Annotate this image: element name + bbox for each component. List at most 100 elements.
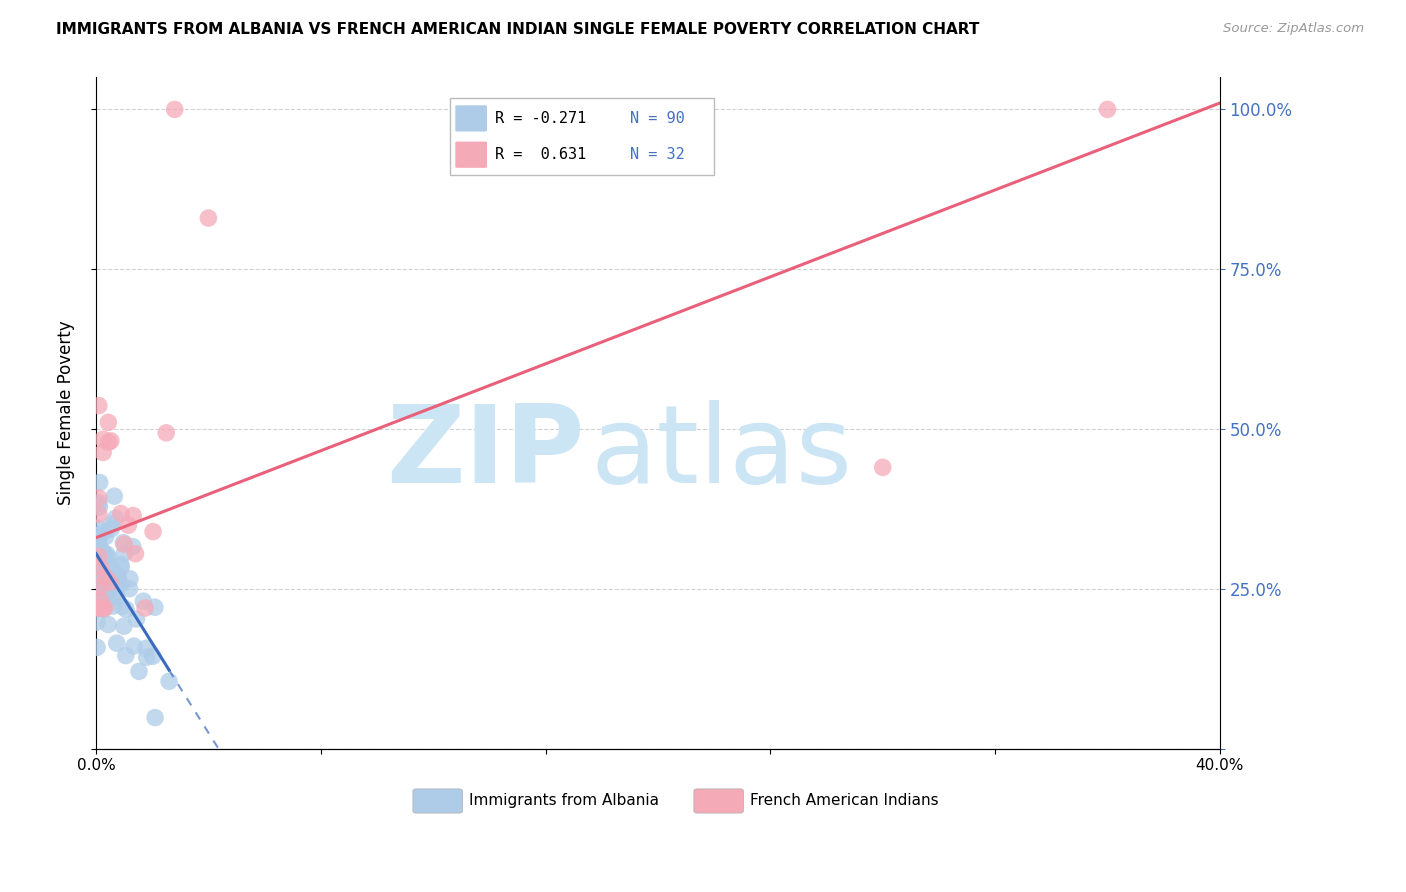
Point (97, 435, 120, 450)
Point (86, 544, 108, 558)
Point (134, 601, 156, 615)
Point (89, 580, 111, 594)
Point (122, 508, 145, 523)
Point (90, 601, 112, 615)
Point (118, 572, 141, 586)
Point (86, 539, 108, 553)
Point (105, 636, 128, 650)
Point (90, 552, 112, 566)
Point (89, 566, 111, 581)
Point (87, 552, 110, 566)
Point (142, 649, 165, 664)
Point (97, 556, 120, 570)
Point (91, 549, 114, 563)
Point (111, 599, 134, 614)
Point (110, 558, 132, 572)
Point (87, 601, 110, 615)
Point (91, 581, 114, 595)
Point (89, 500, 111, 514)
Point (91, 564, 114, 578)
Point (132, 594, 155, 608)
Point (872, 460, 894, 475)
Point (112, 537, 135, 551)
Point (101, 591, 124, 605)
Point (110, 507, 132, 521)
Point (90, 544, 112, 558)
Point (89, 592, 111, 607)
Point (86, 536, 108, 550)
Point (93, 602, 115, 616)
Point (98, 569, 121, 583)
Point (115, 602, 138, 616)
Point (112, 535, 135, 549)
Point (100, 434, 122, 448)
Point (96, 567, 118, 582)
Point (87, 399, 110, 413)
Text: Source: ZipAtlas.com: Source: ZipAtlas.com (1223, 22, 1364, 36)
Point (105, 591, 128, 605)
Point (100, 568, 122, 582)
Point (93, 547, 115, 561)
Point (110, 577, 132, 591)
Point (86, 599, 108, 613)
Point (97, 584, 120, 599)
Point (110, 560, 132, 574)
Point (107, 572, 129, 586)
Point (100, 517, 122, 532)
Point (87, 535, 110, 549)
Text: ZIP: ZIP (387, 401, 585, 507)
Point (122, 639, 145, 653)
Point (87, 541, 110, 555)
Point (91, 601, 114, 615)
FancyBboxPatch shape (413, 789, 463, 813)
Point (86, 576, 108, 591)
Point (124, 547, 146, 561)
Point (1097, 103, 1119, 117)
Point (163, 103, 186, 117)
Point (104, 511, 127, 525)
Point (87, 508, 110, 522)
Point (89, 593, 111, 607)
Point (89, 541, 111, 555)
Point (96, 588, 118, 602)
Point (118, 582, 141, 596)
Point (114, 546, 136, 560)
Point (87, 491, 110, 505)
Point (90, 573, 112, 587)
Point (100, 522, 122, 536)
Point (97, 617, 120, 632)
Point (89, 601, 111, 615)
Point (87, 596, 110, 610)
Point (86, 540, 108, 554)
Text: Immigrants from Albania: Immigrants from Albania (470, 794, 659, 808)
Point (98, 551, 121, 566)
Point (197, 211, 219, 225)
Point (93, 524, 115, 539)
Point (90, 552, 112, 566)
Point (101, 599, 124, 613)
Point (91, 577, 114, 591)
Point (91, 584, 114, 599)
Point (142, 524, 165, 539)
Point (101, 572, 124, 586)
Point (87, 583, 110, 598)
Text: atlas: atlas (591, 401, 852, 507)
Point (90, 560, 112, 574)
Point (91, 432, 114, 446)
Point (87, 533, 110, 547)
Point (86, 640, 108, 655)
Point (135, 650, 157, 665)
Point (86, 615, 108, 629)
Point (96, 547, 118, 561)
Point (101, 562, 124, 576)
Point (91, 601, 114, 615)
Point (91, 445, 114, 459)
Point (89, 475, 111, 490)
Point (94, 570, 117, 584)
Point (94, 601, 117, 615)
Point (103, 489, 125, 503)
Point (155, 425, 177, 440)
Point (87, 496, 110, 510)
Point (128, 665, 150, 679)
Point (157, 674, 180, 689)
